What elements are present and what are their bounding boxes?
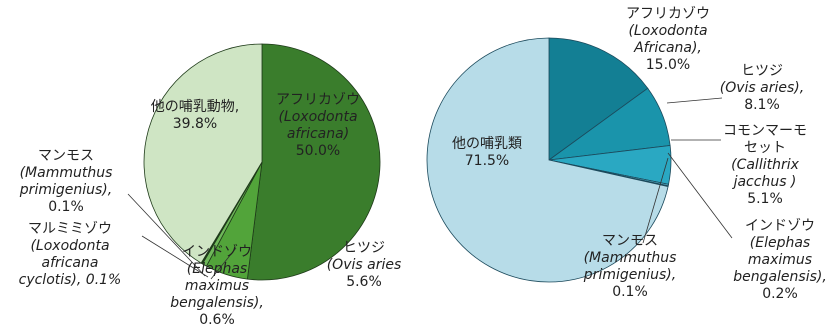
slice-label: インドゾウ(Elephas maximus bengalensis), 0.6% bbox=[170, 244, 264, 328]
slice-label-line: maximus bbox=[185, 278, 249, 294]
slice-label: マンモス(Mammuthus primigenius), 0.1% bbox=[19, 148, 113, 215]
slice-label-line: 他の哺乳類 bbox=[452, 136, 522, 152]
slice-label-line: (Loxodonta bbox=[278, 109, 357, 125]
leader-lines bbox=[127, 97, 733, 280]
slice-label: マルミミゾウ(Loxodonta africana cyclotis), 0.1% bbox=[19, 221, 122, 288]
slice-label-line: 71.5% bbox=[465, 153, 509, 169]
slice-label-line: アフリカゾウ bbox=[276, 92, 360, 108]
slice-label-line: (Callithrix bbox=[731, 157, 799, 173]
slice-label-line: 15.0% bbox=[646, 57, 690, 73]
slice-label: ヒツジ(Ovis aries 5.6% bbox=[327, 240, 402, 290]
slice-label-line: bengalensis), bbox=[170, 295, 264, 311]
slice-label-line: 5.1% bbox=[747, 191, 783, 207]
slice-label-line: 他の哺乳動物, bbox=[151, 99, 239, 115]
pie-slice bbox=[246, 43, 381, 281]
slice-label-line: (Loxodonta bbox=[628, 23, 707, 39]
slice-label-line: Africana), bbox=[633, 40, 702, 56]
slice-label-line: 39.8% bbox=[173, 116, 217, 132]
slice-label-line: 50.0% bbox=[296, 143, 340, 159]
slice-label: 他の哺乳動物, 39.8% bbox=[151, 99, 239, 132]
leader-line bbox=[127, 193, 206, 277]
slice-label-line: (Mammuthus bbox=[584, 250, 677, 266]
leader-line bbox=[642, 157, 669, 244]
slice-label-line: 8.1% bbox=[744, 97, 780, 113]
slice-label: ヒツジ(Ovis aries), 8.1% bbox=[720, 63, 804, 113]
slice-label-line: ヒツジ bbox=[741, 63, 783, 79]
slice-label-line: マンモス bbox=[38, 148, 94, 164]
slice-label-line: maximus bbox=[748, 252, 812, 268]
slice-label-line: インドゾウ bbox=[182, 244, 252, 260]
leader-line bbox=[666, 97, 723, 104]
slice-label: 他の哺乳類 71.5% bbox=[452, 136, 522, 169]
slice-label-line: マルミミゾウ bbox=[28, 221, 112, 237]
slice-label-line: jacchus ) bbox=[732, 174, 797, 190]
slice-label: インドゾウ(Elephas maximus bengalensis), 0.2% bbox=[733, 218, 827, 302]
leader-line bbox=[210, 247, 237, 280]
slice-label-line: primigenius), bbox=[19, 182, 112, 198]
slice-label-line: (Elephas bbox=[750, 235, 810, 251]
leader-line bbox=[667, 152, 733, 239]
leader-line bbox=[141, 235, 209, 278]
slice-label-line: ヒツジ bbox=[343, 240, 385, 256]
pie-chart-right bbox=[426, 37, 672, 283]
slice-label-line: 5.6% bbox=[346, 274, 382, 290]
slice-label-line: コモンマーモ bbox=[723, 123, 807, 139]
slice-label-line: (Elephas bbox=[187, 261, 247, 277]
slice-label: マンモス(Mammuthus primigenius), 0.1% bbox=[583, 233, 677, 300]
slice-label-line: africana bbox=[42, 255, 99, 271]
slice-label: コモンマーモセット(Callithrix jacchus ) 5.1% bbox=[723, 123, 807, 207]
slice-label-line: 0.1% bbox=[48, 199, 84, 215]
slice-label: アフリカゾウ(Loxodonta africana) 50.0% bbox=[276, 92, 360, 159]
pie-chart-left bbox=[143, 43, 381, 281]
slice-label-line: 0.1% bbox=[612, 284, 648, 300]
slice-label-line: (Mammuthus bbox=[20, 165, 113, 181]
slice-label-line: africana) bbox=[287, 126, 349, 142]
slice-label: アフリカゾウ(Loxodonta Africana), 15.0% bbox=[626, 6, 710, 73]
slice-label-line: (Ovis aries bbox=[327, 257, 402, 273]
slice-label-line: (Loxodonta bbox=[30, 238, 109, 254]
slice-label-line: cyclotis), 0.1% bbox=[19, 272, 122, 288]
pie-slice bbox=[143, 43, 263, 264]
slice-label-line: セット bbox=[744, 140, 786, 156]
pie-slice bbox=[548, 37, 649, 161]
slice-label-line: (Ovis aries), bbox=[720, 80, 804, 96]
slice-label-line: マンモス bbox=[602, 233, 658, 249]
slice-label-line: 0.6% bbox=[199, 312, 235, 328]
pie-slice bbox=[426, 37, 669, 283]
slice-labels: アフリカゾウ(Loxodonta africana) 50.0%ヒツジ(Ovis a… bbox=[19, 6, 827, 328]
slice-label-line: アフリカゾウ bbox=[626, 6, 710, 22]
slice-label-line: 0.2% bbox=[762, 286, 798, 302]
slice-label-line: インドゾウ bbox=[745, 218, 815, 234]
slice-label-line: primigenius), bbox=[583, 267, 676, 283]
slice-label-line: bengalensis), bbox=[733, 269, 827, 285]
